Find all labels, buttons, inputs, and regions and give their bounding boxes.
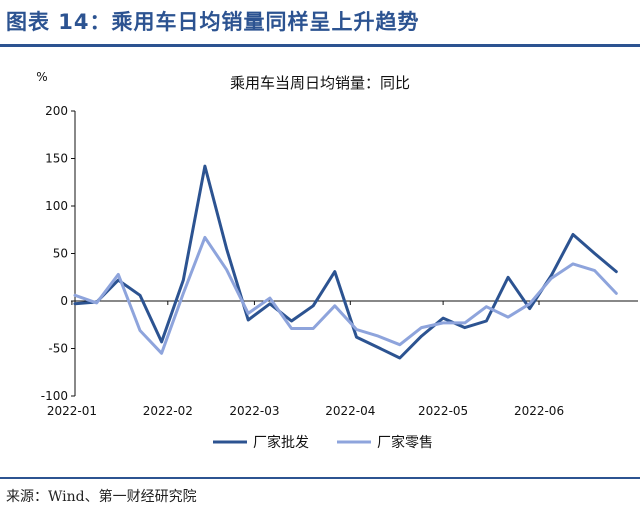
y-tick-label: 0: [60, 294, 68, 308]
y-tick-label: -100: [41, 389, 68, 403]
source-divider: [0, 477, 640, 479]
y-axis-unit: %: [36, 70, 47, 84]
legend: 厂家批发 厂家零售: [213, 434, 433, 451]
x-tick-label: 2022-01: [47, 404, 97, 418]
y-tick-label: -50: [48, 342, 68, 356]
x-tick-label: 2022-04: [325, 404, 375, 418]
legend-label-1: 厂家批发: [253, 434, 309, 451]
x-tick-label: 2022-05: [418, 404, 468, 418]
y-tick-label: 50: [53, 247, 68, 261]
x-tick-label: 2022-02: [143, 404, 193, 418]
figure-title: 图表 14：乘用车日均销量同样呈上升趋势: [6, 10, 420, 34]
y-tick-label: 100: [45, 199, 68, 213]
x-tick-label: 2022-06: [514, 404, 564, 418]
series-line-2: [73, 235, 618, 355]
y-tick-label: 200: [45, 104, 68, 118]
line-chart: 乘用车当周日均销量：同比 % -100 -50 0 50 100 150 200 2022-0…: [36, 70, 638, 451]
source-note: 来源：Wind、第一财经研究院: [6, 489, 197, 505]
legend-label-2: 厂家零售: [377, 434, 433, 451]
chart-title: 乘用车当周日均销量：同比: [230, 74, 410, 92]
axes: -100 -50 0 50 100 150 200 2022-01 2022-02 2022-03…: [41, 104, 638, 418]
series-line-1: [73, 164, 618, 360]
y-tick-label: 150: [45, 152, 68, 166]
series-lines: [73, 164, 618, 360]
title-divider: [0, 44, 640, 47]
x-tick-label: 2022-03: [229, 404, 279, 418]
